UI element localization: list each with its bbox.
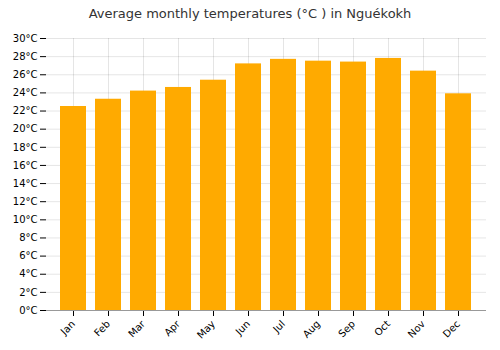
svg-text:28°C: 28°C	[13, 51, 38, 62]
svg-text:Nov: Nov	[406, 318, 428, 340]
svg-text:14°C: 14°C	[13, 178, 38, 189]
svg-text:Mar: Mar	[126, 318, 148, 340]
svg-text:30°C: 30°C	[13, 33, 38, 44]
svg-text:2°C: 2°C	[19, 287, 37, 298]
svg-text:10°C: 10°C	[13, 214, 38, 225]
svg-text:24°C: 24°C	[13, 87, 38, 98]
svg-text:0°C: 0°C	[19, 305, 37, 316]
svg-text:22°C: 22°C	[13, 105, 38, 116]
svg-text:Apr: Apr	[162, 318, 183, 339]
svg-text:May: May	[195, 318, 217, 340]
svg-text:12°C: 12°C	[13, 196, 38, 207]
svg-text:8°C: 8°C	[19, 232, 37, 243]
svg-text:Oct: Oct	[372, 318, 392, 338]
svg-text:4°C: 4°C	[19, 268, 37, 279]
svg-text:18°C: 18°C	[13, 142, 38, 153]
svg-text:Aug: Aug	[301, 318, 323, 340]
svg-text:26°C: 26°C	[13, 69, 38, 80]
svg-text:Jan: Jan	[58, 318, 77, 337]
svg-text:Jul: Jul	[270, 318, 287, 335]
svg-text:Dec: Dec	[441, 318, 462, 339]
svg-text:Sep: Sep	[336, 318, 357, 339]
svg-text:Jun: Jun	[233, 318, 253, 338]
svg-text:16°C: 16°C	[13, 160, 38, 171]
svg-text:6°C: 6°C	[19, 250, 37, 261]
svg-text:Feb: Feb	[92, 318, 112, 338]
svg-text:20°C: 20°C	[13, 123, 38, 134]
html-text:Average monthly temperatures (: Average monthly temperatures (°C ) in Ng…	[88, 6, 412, 21]
